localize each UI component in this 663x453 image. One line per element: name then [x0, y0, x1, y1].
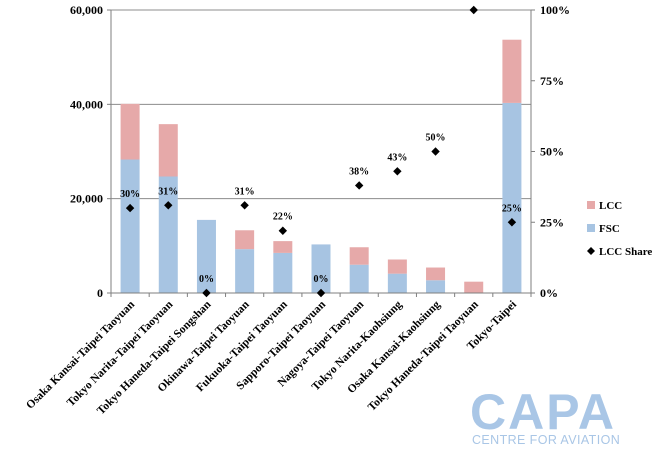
gridlines — [111, 9, 531, 200]
bar-lcc-7 — [387, 259, 407, 274]
bar-fsc-0 — [120, 159, 140, 293]
lcc-share-marker-8 — [431, 147, 440, 156]
logo-subtext: CENTRE FOR AVIATION — [472, 433, 621, 447]
lcc-share-marker-5 — [316, 288, 326, 298]
lcc-share-marker-4 — [278, 226, 288, 235]
y2-axis-tick-labels: 0% 25% 50% 75% 100% — [540, 3, 570, 300]
lcc-share-label-2: 0% — [199, 274, 214, 285]
bar-lcc-0 — [120, 103, 140, 160]
capa-logo: CAPA CENTRE FOR AVIATION — [470, 387, 660, 451]
bar-fsc-2 — [196, 219, 216, 293]
y-axis-tick-labels: 0 20,000 40,000 60,000 — [70, 3, 103, 300]
lcc-share-marker-3 — [240, 201, 249, 210]
y2-tick-label-4: 100% — [540, 3, 570, 17]
legend-label-2: LCC Share — [599, 246, 652, 258]
lcc-share-label-10: 25% — [502, 203, 522, 214]
lcc-share-label-0: 30% — [120, 189, 140, 200]
logo-wordmark: CAPA — [470, 384, 616, 440]
bar-lcc-10 — [502, 39, 522, 103]
lcc-share-label-4: 22% — [273, 212, 293, 223]
lcc-share-marker-1 — [164, 201, 173, 210]
lcc-share-label-5: 0% — [314, 274, 329, 285]
y2-tick-label-1: 25% — [540, 215, 564, 229]
bar-fsc-7 — [387, 273, 407, 293]
lcc-share-label-7: 43% — [387, 152, 407, 163]
lcc-share-marker-9 — [469, 5, 478, 15]
lcc-share-label-8: 50% — [426, 133, 446, 144]
y2-tick-label-0: 0% — [540, 286, 558, 300]
y-tick-label-2: 40,000 — [70, 97, 103, 111]
bar-lcc-4 — [273, 241, 293, 253]
legend-label-0: LCC — [599, 200, 622, 212]
lcc-share-label-6: 38% — [349, 166, 369, 177]
lcc-share-marker-2 — [202, 288, 211, 298]
legend-swatch-0 — [587, 201, 595, 209]
lcc-share-marker-6 — [354, 181, 364, 190]
bars-group — [120, 39, 522, 293]
lcc-share-markers — [125, 5, 517, 298]
bar-fsc-4 — [273, 252, 293, 293]
lcc-share-label-9: 100% — [461, 0, 486, 2]
y-tick-label-1: 20,000 — [70, 192, 103, 206]
legend-label-1: FSC — [599, 223, 620, 235]
y2-tick-label-2: 50% — [540, 145, 564, 159]
y2-tick-label-3: 75% — [540, 74, 564, 88]
bar-fsc-6 — [349, 264, 369, 293]
legend-swatch-1 — [587, 224, 595, 232]
bar-lcc-8 — [426, 267, 446, 281]
y-tick-label-3: 60,000 — [70, 3, 103, 17]
y-tick-label-0: 0 — [97, 286, 103, 300]
bar-lcc-1 — [158, 124, 178, 177]
lcc-share-marker-7 — [393, 167, 402, 176]
legend-marker-2 — [587, 247, 595, 255]
bar-lcc-9 — [464, 281, 484, 293]
bar-fsc-3 — [235, 249, 255, 293]
legend: LCC FSC LCC Share — [587, 200, 652, 258]
bar-lcc-6 — [349, 247, 369, 265]
bar-fsc-5 — [311, 244, 331, 293]
lcc-share-marker-0 — [125, 203, 135, 213]
bar-fsc-8 — [426, 280, 446, 293]
lcc-share-marker-10 — [507, 218, 517, 227]
bar-fsc-10 — [502, 102, 522, 293]
lcc-share-label-1: 31% — [158, 186, 178, 197]
bar-fsc-1 — [158, 176, 178, 293]
lcc-share-label-3: 31% — [235, 186, 255, 197]
lcc-share-data-labels: 30% 31% 0% 31% 22% 0% 38% 43% 50% 100% 25% — [120, 0, 522, 285]
bar-lcc-3 — [235, 230, 255, 250]
